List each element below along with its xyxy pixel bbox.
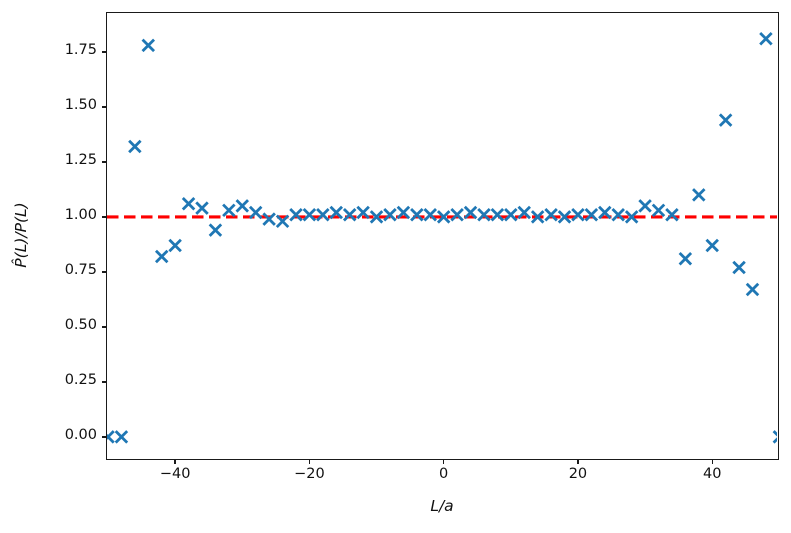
data-point-marker [638,199,652,213]
data-point-marker [410,207,424,222]
x-tick-label: 0 [439,466,449,482]
y-tick-mark [101,271,106,273]
data-point-marker [383,207,397,222]
data-point-marker [571,207,585,222]
y-axis-label: P̂(L)/P(L) [12,202,30,268]
data-point-marker [517,205,531,220]
data-point-marker [530,210,545,224]
x-tick-label: −20 [294,466,325,482]
x-tick-mark [577,459,579,464]
data-point-marker [316,207,330,222]
data-point-marker [624,210,639,224]
data-point-marker [195,201,209,215]
plot-area [107,31,777,444]
data-point-marker [490,207,505,222]
data-point-marker [598,205,612,220]
data-point-marker [369,210,384,224]
data-point-marker [611,207,625,222]
x-tick-label: 40 [702,466,722,482]
data-point-marker [423,207,437,222]
data-point-marker [463,205,478,220]
data-point-marker [248,205,263,220]
data-point-marker [450,207,464,222]
y-tick-label: 0.75 [64,262,97,279]
data-point-marker [154,249,169,264]
data-point-marker [235,199,250,213]
y-tick-mark [101,106,106,108]
data-point-marker [222,203,236,218]
data-point-marker [651,203,666,218]
y-tick-label: 1.75 [64,42,97,59]
y-tick-label: 0.25 [64,372,97,389]
data-point-marker [705,238,719,253]
x-tick-mark [442,459,445,464]
data-point-marker [678,251,693,266]
data-point-marker [289,207,303,222]
data-point-marker [504,207,518,222]
data-point-marker [477,207,491,222]
x-tick-mark [308,459,311,464]
data-point-marker [128,139,142,154]
data-point-marker [342,207,357,222]
data-point-marker [692,188,706,202]
data-point-marker [396,205,411,220]
data-point-marker [557,210,572,224]
y-tick-mark [101,51,106,53]
data-point-marker [208,223,223,237]
data-point-marker [114,430,129,444]
x-tick-label: 20 [568,466,588,482]
data-point-marker [772,430,777,444]
data-point-marker [759,31,773,46]
x-tick-mark [174,459,176,464]
data-point-marker [275,214,290,229]
x-tick-mark [711,459,713,464]
y-tick-label: 1.00 [64,207,97,224]
y-tick-mark [101,381,106,383]
data-point-marker [141,38,156,53]
y-tick-mark [101,326,106,328]
y-tick-label: 1.50 [64,97,97,114]
data-point-marker [329,205,344,220]
data-point-marker [718,113,733,127]
data-point-marker [168,238,182,253]
data-point-marker [181,196,196,211]
data-point-marker [356,205,370,220]
y-tick-label: 0.00 [64,427,97,444]
data-point-marker [745,282,760,297]
data-point-marker [436,210,451,224]
data-point-marker [584,207,599,222]
x-tick-label: −40 [159,466,191,482]
y-tick-mark [101,161,106,163]
data-point-marker [665,207,679,222]
data-point-marker [302,207,317,222]
y-tick-mark [101,216,106,218]
data-point-marker [107,430,115,444]
data-point-marker [262,212,276,226]
data-point-marker [544,207,558,222]
x-axis-label: L/a [430,497,454,515]
data-point-marker [732,260,746,275]
y-tick-label: 0.50 [64,317,97,334]
y-tick-mark [101,436,106,438]
y-tick-label: 1.25 [64,152,97,169]
